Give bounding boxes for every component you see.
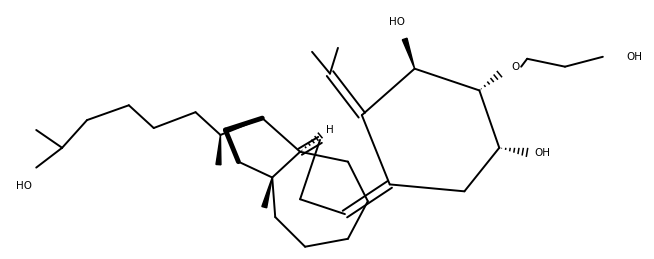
Text: HO: HO [388, 17, 405, 27]
Text: O: O [511, 62, 519, 72]
Polygon shape [262, 177, 272, 208]
Text: OH: OH [627, 52, 643, 62]
Text: HO: HO [16, 182, 32, 191]
Text: H: H [326, 125, 334, 135]
Polygon shape [216, 135, 221, 165]
Text: OH: OH [534, 148, 550, 158]
Polygon shape [402, 38, 415, 69]
